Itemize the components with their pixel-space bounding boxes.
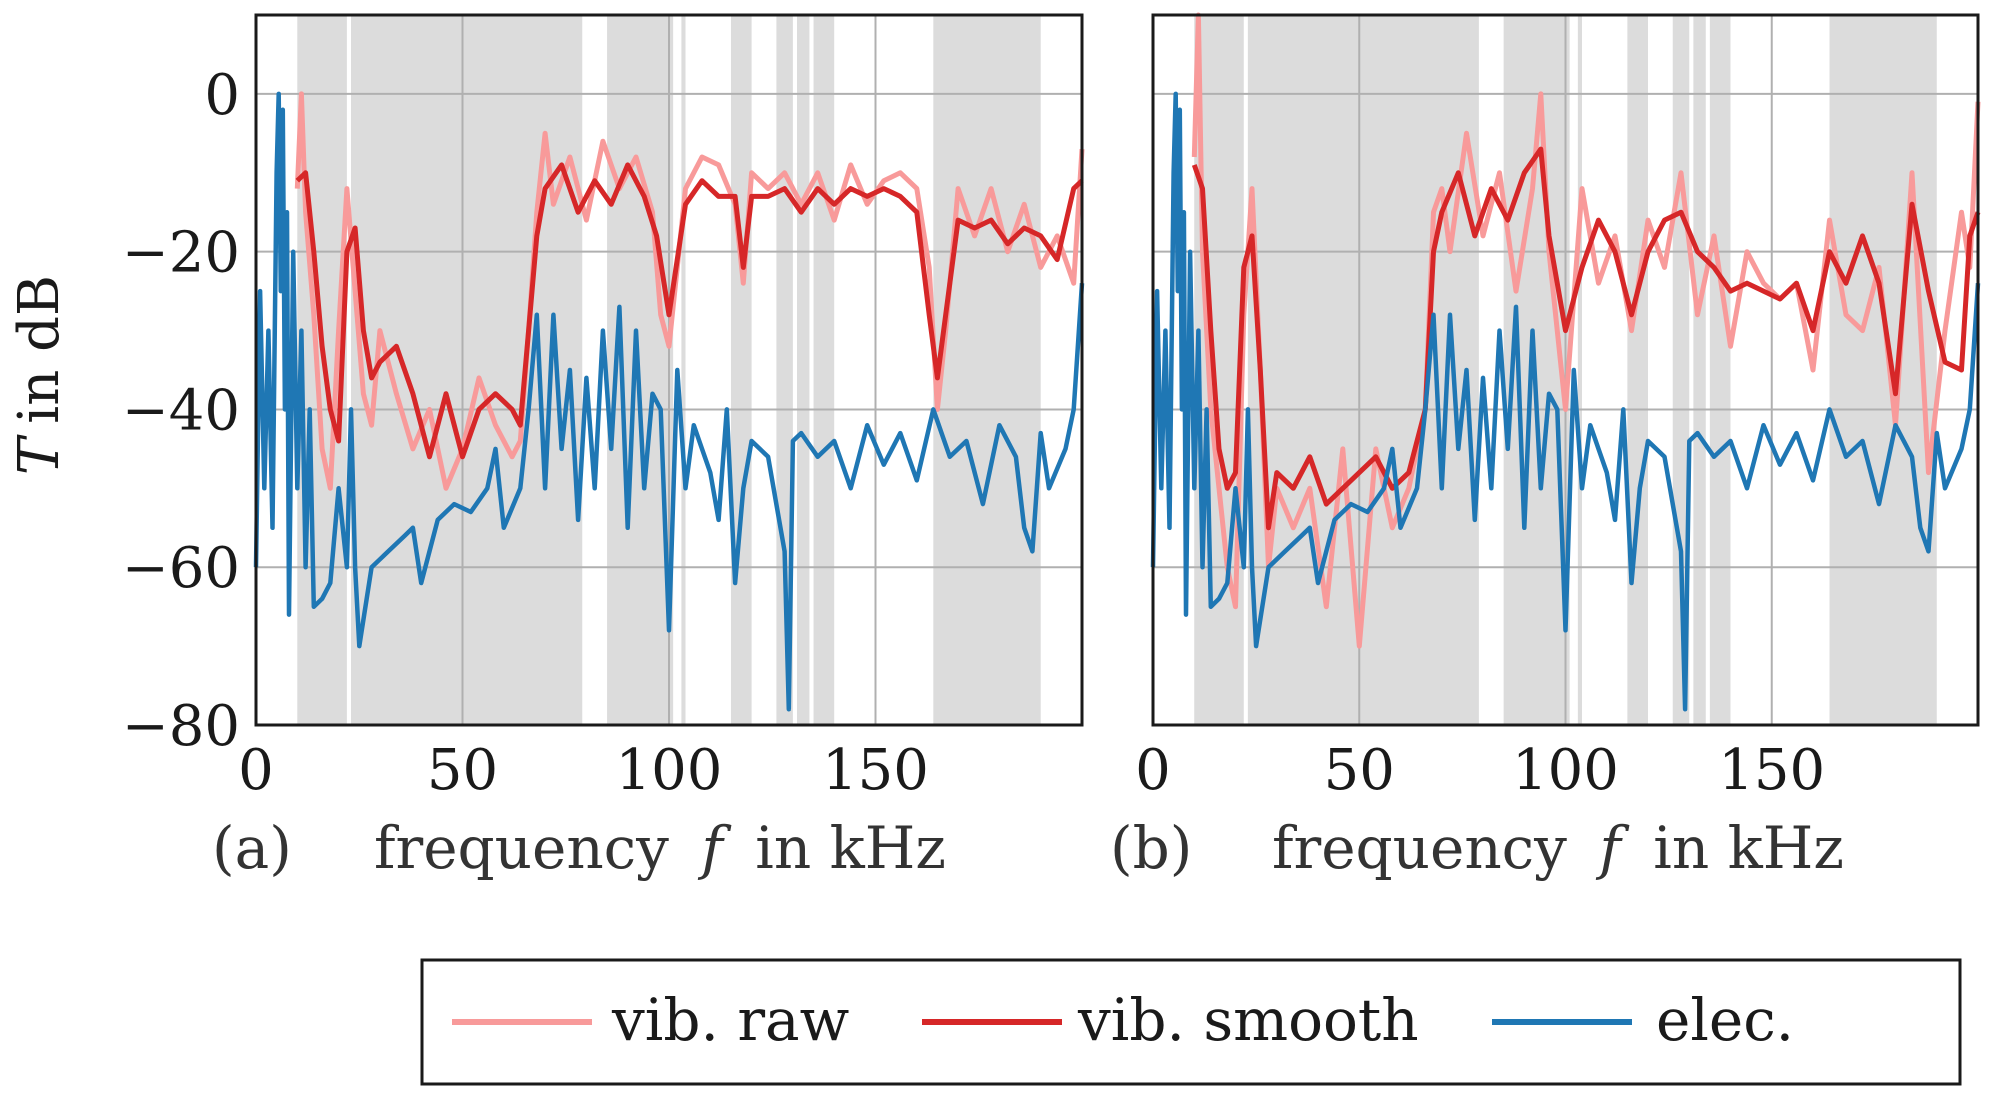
panel-a-xlabel: frequency f in kHz [374,814,946,882]
shaded-band [1829,15,1937,725]
y-axis-label: Tin dB [7,275,72,475]
panel-a-xlabel-unit: in kHz [755,814,946,882]
shaded-band [350,15,583,725]
legend-box [420,958,1962,1086]
x-tick-label: 50 [427,738,498,803]
panel-b-xlabel-var: f [1595,814,1630,882]
x-tick-label: 100 [616,738,723,803]
y-tick-label: −20 [122,221,240,286]
panel-a-xlabel-var: f [697,814,732,882]
shaded-band [797,15,810,725]
y-tick-label: −80 [122,694,240,759]
series-elec [1150,91,1981,712]
panel-b-xlabel-unit: in kHz [1653,814,1844,882]
series-vib-smooth [1191,146,1981,531]
shaded-band [681,15,686,725]
legend-label-vib-raw: vib. raw [611,986,849,1054]
plot-frame [1151,13,1980,727]
y-axis-label-unit: in dB [7,275,72,424]
y-tick-label: −60 [122,536,240,601]
x-tick-label: 0 [1135,738,1171,803]
series-vib-raw [294,91,1085,491]
shaded-band [1627,15,1648,725]
legend-label-elec: elec. [1656,986,1794,1054]
panel-b-xlabel-text: frequency [1272,814,1567,882]
series-vib-smooth [295,162,1084,460]
panel-b: 0 50 100 150 [1135,12,1981,803]
panel-a: 0 50 100 150 0 −20 −40 −60 −80 [122,13,1085,803]
shaded-band [1709,15,1731,725]
plot-frame [254,13,1084,727]
x-tick-label: 100 [1512,738,1619,803]
y-tick-label: −40 [122,378,240,443]
x-tick-label: 0 [238,738,274,803]
legend: vib. raw vib. smooth elec. [420,958,1962,1086]
panel-a-caption: (a) [212,814,292,882]
panel-a-xlabel-text: frequency [374,814,669,882]
x-tick-label: 150 [822,738,929,803]
x-tick-label: 50 [1324,738,1395,803]
shaded-band [1577,15,1582,725]
shaded-band [813,15,835,725]
shaded-band [933,15,1041,725]
panel-b-caption: (b) [1110,814,1192,882]
legend-label-vib-smooth: vib. smooth [1077,986,1419,1054]
x-tick-label: 150 [1718,738,1825,803]
panel-b-xlabel: frequency f in kHz [1272,814,1844,882]
shaded-band [730,15,752,725]
series-elec [253,91,1085,712]
shaded-band [1693,15,1706,725]
y-tick-label: 0 [204,63,240,128]
y-axis-label-var: T [7,434,72,475]
